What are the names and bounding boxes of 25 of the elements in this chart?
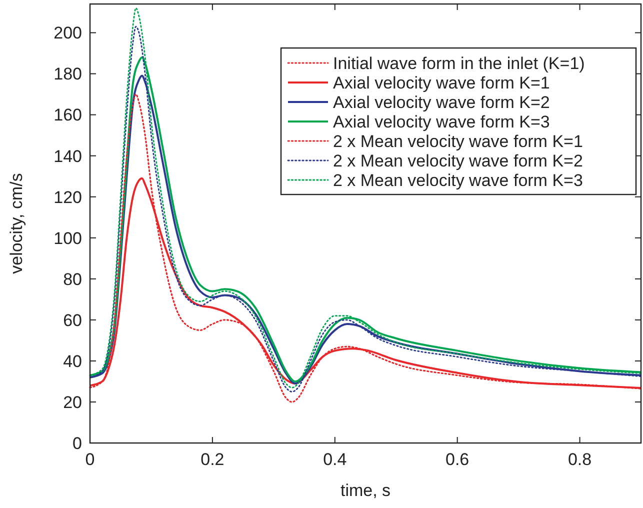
legend-label: Axial velocity wave form K=3 [333,112,550,132]
legend-label: Axial velocity wave form K=1 [333,73,550,92]
y-tick-label: 140 [54,146,82,166]
x-axis-title: time, s [340,481,391,500]
x-tick-label: 0.2 [200,450,224,469]
y-tick-label: 120 [54,188,82,207]
y-tick-label: 180 [54,64,82,84]
y-tick-label: 100 [54,228,82,248]
legend-label: 2 x Mean velocity wave form K=3 [333,170,583,190]
x-tick-label: 0.6 [446,450,470,469]
legend-label: 2 x Mean velocity wave form K=2 [333,151,583,170]
y-tick-label: 200 [54,24,82,43]
y-tick-label: 80 [63,270,82,289]
x-tick-label: 0 [85,450,95,469]
legend-label: 2 x Mean velocity wave form K=1 [333,132,583,151]
y-axis-title: velocity, cm/s [7,173,26,274]
legend-label: Axial velocity wave form K=2 [333,92,550,112]
y-tick-label: 20 [63,392,82,412]
y-tick-label: 160 [54,106,82,125]
x-tick-label: 0.8 [568,450,592,469]
x-tick-label: 0.4 [323,450,347,469]
y-tick-label: 40 [63,352,82,371]
legend-label: Initial wave form in the inlet (K=1) [333,54,585,73]
y-tick-label: 0 [72,434,82,453]
y-tick-label: 60 [63,310,82,330]
